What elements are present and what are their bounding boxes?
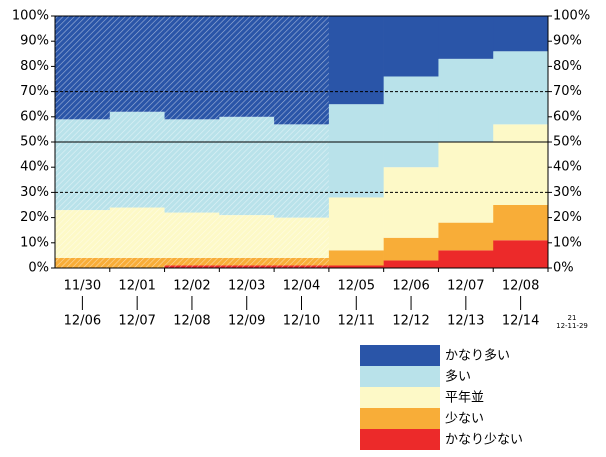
y-tick-label: 20% <box>20 210 49 225</box>
legend-label: 平年並 <box>445 391 484 406</box>
segment <box>438 16 494 59</box>
x-tick-label: 12/09 <box>228 314 265 329</box>
x-tick-label: 12/10 <box>283 314 320 329</box>
y2-tick-label: 40% <box>553 160 582 175</box>
segment <box>55 257 111 268</box>
segment <box>438 222 494 251</box>
segment <box>109 257 165 268</box>
x-tick-label: 12/02 <box>173 279 210 294</box>
segment <box>383 16 439 77</box>
segment <box>328 265 384 268</box>
segment <box>219 257 275 266</box>
x-tick-label: 12/11 <box>338 314 375 329</box>
legend-label: かなり少ない <box>445 433 523 448</box>
x-tick-label: 12/14 <box>502 314 539 329</box>
legend-swatch <box>360 429 440 450</box>
y2-tick-label: 70% <box>553 84 582 99</box>
segment <box>219 215 275 258</box>
annotation: 12-11-29 <box>556 322 588 330</box>
x-tick-label: 12/06 <box>64 314 101 329</box>
segment <box>55 119 111 211</box>
y-tick-label: 50% <box>20 135 49 150</box>
x-tick-label: 12/08 <box>502 279 539 294</box>
x-tick-label: 12/07 <box>118 314 155 329</box>
y2-tick-label: 80% <box>553 59 582 74</box>
x-tick-label: 12/01 <box>118 279 155 294</box>
segment <box>219 265 275 268</box>
y2-tick-label: 10% <box>553 235 582 250</box>
segment <box>493 51 549 125</box>
y-tick-label: 60% <box>20 109 49 124</box>
segment <box>493 205 549 241</box>
y-tick-label: 0% <box>28 261 49 276</box>
segment <box>493 16 549 52</box>
segment <box>274 16 330 125</box>
y-tick-label: 40% <box>20 160 49 175</box>
segment <box>55 16 111 120</box>
legend-swatch <box>360 345 440 366</box>
y-tick-label: 100% <box>12 9 49 24</box>
segment <box>493 240 549 268</box>
segment <box>438 58 494 143</box>
x-tick-label: 12/07 <box>447 279 484 294</box>
y-tick-label: 90% <box>20 34 49 49</box>
x-tick-label: 12/05 <box>338 279 375 294</box>
legend-swatch <box>360 408 440 429</box>
segment <box>109 207 165 258</box>
y-tick-label: 70% <box>20 84 49 99</box>
y2-tick-label: 90% <box>553 34 582 49</box>
x-tick-label: 12/04 <box>283 279 320 294</box>
segment <box>219 116 275 216</box>
segment <box>328 16 384 105</box>
y-tick-label: 80% <box>20 59 49 74</box>
segment <box>274 124 330 218</box>
x-tick-label: 11/30 <box>64 279 101 294</box>
x-tick-label: 12/03 <box>228 279 265 294</box>
segment <box>109 16 165 112</box>
segment <box>164 212 220 258</box>
legend-label: 多い <box>445 369 471 385</box>
segment <box>328 197 384 251</box>
x-tick-label: 12/08 <box>173 314 210 329</box>
segment <box>328 104 384 198</box>
segment <box>383 167 439 238</box>
segment <box>383 237 439 261</box>
y2-tick-label: 60% <box>553 109 582 124</box>
y2-tick-label: 50% <box>553 135 582 150</box>
x-tick-label: 12/06 <box>392 279 429 294</box>
segment <box>383 260 439 268</box>
segment <box>164 16 220 120</box>
y2-tick-label: 20% <box>553 210 582 225</box>
segment <box>164 257 220 266</box>
segment <box>274 217 330 258</box>
segment <box>438 250 494 268</box>
annotation: 21 <box>568 314 577 322</box>
legend-label: かなり多い <box>445 348 510 364</box>
legend-label: 少ない <box>445 412 484 427</box>
legend-swatch <box>360 387 440 408</box>
segment <box>219 16 275 117</box>
segment <box>383 76 439 168</box>
y-tick-label: 30% <box>20 185 49 200</box>
segment <box>328 250 384 266</box>
segment <box>109 111 165 208</box>
legend-swatch <box>360 366 440 387</box>
segment <box>164 265 220 268</box>
x-tick-label: 12/13 <box>447 314 484 329</box>
y2-tick-label: 30% <box>553 185 582 200</box>
segment <box>274 257 330 266</box>
segment <box>274 265 330 268</box>
segment <box>55 210 111 258</box>
y-tick-label: 10% <box>20 235 49 250</box>
y2-tick-label: 0% <box>553 261 574 276</box>
y2-tick-label: 100% <box>553 9 590 24</box>
segment <box>164 119 220 213</box>
x-tick-label: 12/12 <box>392 314 429 329</box>
segment <box>493 124 549 205</box>
segment <box>438 142 494 223</box>
